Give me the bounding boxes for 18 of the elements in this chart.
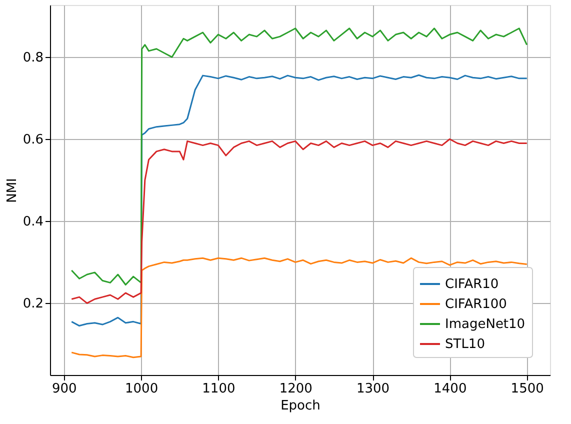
x-tick-label: 1100 [202,382,236,396]
y-axis-title: NMI [4,178,20,203]
legend-label: CIFAR100 [445,297,507,312]
y-tick-label: 0.2 [22,296,44,312]
line-series [70,257,528,358]
x-tick-label: 1300 [356,382,390,396]
x-tick-label: 1200 [279,382,312,396]
legend-label: ImageNet10 [445,317,526,332]
x-tick-label: 1000 [125,382,158,396]
legend-label: CIFAR10 [445,277,499,292]
legend-label: STL10 [445,337,485,352]
x-tick-label: 1500 [510,382,544,396]
x-tick-label: 900 [52,382,77,396]
y-tick-label: 0.4 [22,214,44,230]
x-tick-label: 1400 [434,382,467,396]
y-tick-label: 0.6 [22,132,44,148]
y-tick-label: 0.8 [22,50,44,66]
x-axis-title: Epoch [280,398,320,414]
